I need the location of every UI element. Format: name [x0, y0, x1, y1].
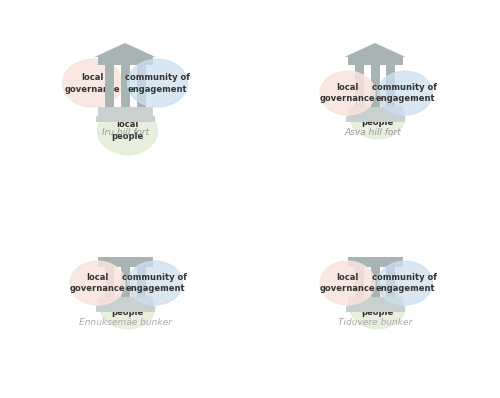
Circle shape: [378, 261, 432, 305]
Bar: [346, 306, 405, 312]
Bar: [136, 267, 145, 297]
Bar: [348, 57, 403, 65]
Bar: [386, 65, 396, 107]
Text: local
governance: local governance: [70, 273, 126, 293]
Polygon shape: [94, 43, 156, 57]
Circle shape: [320, 261, 375, 305]
Circle shape: [350, 95, 405, 139]
Text: local
people: local people: [112, 297, 144, 317]
Text: Asva hill fort: Asva hill fort: [344, 128, 401, 137]
Text: community of
engagement: community of engagement: [372, 273, 438, 293]
Text: Tiduvere bunker: Tiduvere bunker: [338, 318, 412, 327]
Polygon shape: [344, 43, 406, 57]
Bar: [348, 107, 403, 116]
Text: community of
engagement: community of engagement: [122, 273, 188, 293]
Bar: [370, 267, 380, 297]
Bar: [120, 65, 130, 107]
Text: local
people: local people: [362, 107, 394, 127]
Text: local
governance: local governance: [64, 73, 120, 94]
Text: local
governance: local governance: [320, 273, 376, 293]
Circle shape: [378, 71, 432, 115]
Circle shape: [100, 285, 155, 329]
Bar: [346, 116, 405, 122]
Bar: [348, 297, 403, 306]
Bar: [370, 65, 380, 107]
Circle shape: [128, 261, 182, 305]
Circle shape: [70, 261, 125, 305]
Circle shape: [62, 59, 122, 107]
Text: local
governance: local governance: [320, 83, 376, 103]
Circle shape: [128, 59, 188, 107]
Bar: [96, 116, 154, 122]
Text: local
people: local people: [112, 121, 144, 141]
Bar: [98, 57, 152, 65]
Circle shape: [350, 285, 405, 329]
Bar: [386, 267, 396, 297]
Bar: [136, 65, 145, 107]
Circle shape: [320, 71, 375, 115]
Bar: [354, 65, 364, 107]
Bar: [98, 297, 152, 306]
Bar: [348, 257, 403, 267]
Text: community of
engagement: community of engagement: [125, 73, 190, 94]
Circle shape: [98, 107, 158, 155]
Bar: [120, 267, 130, 297]
Text: Ennuksemäe bunker: Ennuksemäe bunker: [78, 318, 172, 327]
Text: community of
engagement: community of engagement: [372, 83, 438, 103]
Bar: [98, 107, 152, 116]
Bar: [96, 306, 154, 312]
Bar: [354, 267, 364, 297]
Text: local
people: local people: [362, 297, 394, 317]
Bar: [104, 65, 114, 107]
Bar: [104, 267, 114, 297]
Bar: [98, 257, 152, 267]
Text: Iru hill fort: Iru hill fort: [102, 128, 148, 137]
